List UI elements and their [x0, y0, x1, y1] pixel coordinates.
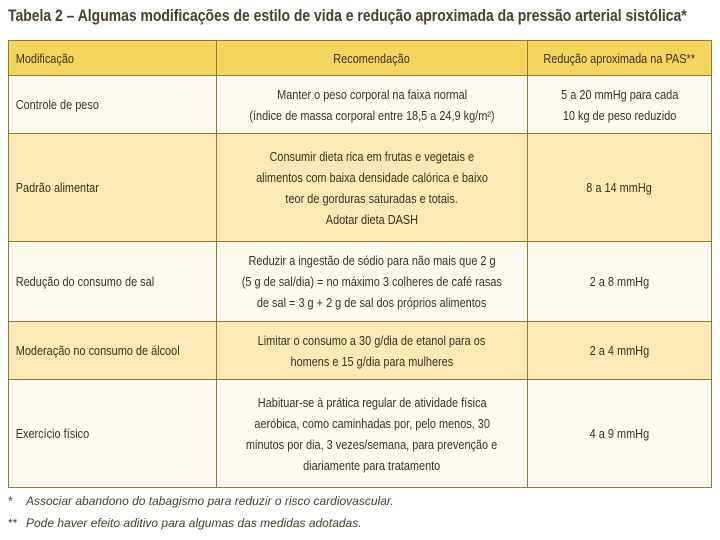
cell-text: diariamente para tratamento — [303, 457, 441, 473]
header-text: Redução aproximada na PAS** — [543, 50, 696, 66]
table-row: Padrão alimentar Consumir dieta rica em f… — [8, 133, 713, 242]
table-cell: 2 a 8 mmHg — [526, 241, 713, 322]
cell-line: Exercício físico — [9, 423, 216, 444]
footnote-text: Associar abandono do tabagismo para redu… — [26, 494, 394, 508]
cell-text: 4 a 9 mmHg — [589, 426, 650, 441]
table-cell: Exercício físico — [8, 379, 217, 488]
cell-line: 4 a 9 mmHg — [528, 423, 711, 444]
cell-line: Redução aproximada na PAS** — [528, 48, 711, 69]
footnote: ** Pode haver efeito aditivo para algumas… — [8, 512, 394, 534]
cell-line: alimentos com baixa densidade calórica e… — [217, 167, 527, 188]
cell-text: Reduzir a ingestão de sódio para não mai… — [248, 253, 496, 268]
cell-text: Exercício físico — [15, 426, 90, 441]
table-cell: Reduzir a ingestão de sódio para não mai… — [216, 241, 528, 322]
cell-line: Recomendação — [217, 48, 527, 69]
table-cell: Manter o peso corporal na faixa normal (í… — [216, 75, 528, 134]
header-text: Modificação — [15, 50, 74, 66]
cell-text: Limitar o consumo a 30 g/dia de etanol p… — [257, 332, 486, 348]
header-text: Recomendação — [333, 50, 411, 66]
cell-text: (5 g de sal/dia) = no máximo 3 colheres … — [241, 274, 502, 289]
cell-line: 5 a 20 mmHg para cada — [528, 84, 711, 105]
cell-line: 8 a 14 mmHg — [528, 177, 711, 198]
table-title: Tabela 2 – Algumas modificações de estil… — [8, 6, 687, 25]
cell-text: Padrão alimentar — [15, 180, 99, 195]
cell-text: (índice de massa corporal entre 18,5 a 2… — [249, 107, 495, 123]
cell-text: Habituar-se à prática regular de ativida… — [257, 394, 487, 410]
cell-text: 2 a 4 mmHg — [589, 343, 650, 358]
cell-text: Consumir dieta rica em frutas e vegetais… — [269, 148, 475, 164]
cell-line: Adotar dieta DASH — [217, 209, 527, 230]
cell-line: (índice de massa corporal entre 18,5 a 2… — [217, 105, 527, 126]
cell-text: teor de gorduras saturadas e totais. — [285, 190, 459, 206]
cell-line: Limitar o consumo a 30 g/dia de etanol p… — [217, 330, 527, 351]
header-cell: Redução aproximada na PAS** — [526, 40, 713, 76]
cell-text: 8 a 14 mmHg — [586, 180, 653, 195]
cell-line: Redução do consumo de sal — [9, 271, 216, 292]
cell-line: 2 a 8 mmHg — [528, 271, 711, 292]
cell-line: minutos por dia, 3 vezes/semana, para pr… — [217, 434, 527, 455]
table-cell: Habituar-se à prática regular de ativida… — [216, 379, 528, 488]
cell-line: Reduzir a ingestão de sódio para não mai… — [217, 250, 527, 271]
table-row: Controle de peso Manter o peso corporal n… — [8, 75, 713, 134]
cell-text: minutos por dia, 3 vezes/semana, para pr… — [246, 436, 498, 452]
cell-text: 2 a 8 mmHg — [589, 274, 650, 289]
table-cell: Consumir dieta rica em frutas e vegetais… — [216, 133, 528, 242]
table-cell: 8 a 14 mmHg — [526, 133, 713, 242]
cell-line: Habituar-se à prática regular de ativida… — [217, 392, 527, 413]
footnote-text: Pode haver efeito aditivo para algumas d… — [26, 516, 362, 530]
cell-text: aeróbica, como caminhadas por, pelo meno… — [254, 415, 490, 431]
header-cell: Modificação — [8, 40, 217, 76]
footnote-mark: * — [8, 494, 13, 508]
table-row: Exercício físico Habituar-se à prática re… — [8, 379, 713, 488]
cell-line: Controle de peso — [9, 94, 216, 115]
header-row: Modificação Recomendação Redução aproximad… — [8, 40, 713, 76]
cell-line: Manter o peso corporal na faixa normal — [217, 84, 527, 105]
cell-text: Redução do consumo de sal — [15, 274, 155, 289]
cell-text: homens e 15 g/dia para mulheres — [290, 353, 454, 369]
table-cell: Redução do consumo de sal — [8, 241, 217, 322]
cell-text: alimentos com baixa densidade calórica e… — [255, 169, 488, 185]
footnote: * Associar abandono do tabagismo para red… — [8, 490, 394, 512]
cell-line: teor de gorduras saturadas e totais. — [217, 188, 527, 209]
table-cell: Limitar o consumo a 30 g/dia de etanol p… — [216, 321, 528, 380]
cell-line: aeróbica, como caminhadas por, pelo meno… — [217, 413, 527, 434]
table-row: Redução do consumo de sal Reduzir a inges… — [8, 241, 713, 322]
footnote-mark: ** — [8, 516, 18, 530]
cell-line: 2 a 4 mmHg — [528, 340, 711, 361]
cell-line: Consumir dieta rica em frutas e vegetais… — [217, 146, 527, 167]
table-cell: Controle de peso — [8, 75, 217, 134]
cell-line: homens e 15 g/dia para mulheres — [217, 351, 527, 372]
table-cell: 5 a 20 mmHg para cada 10 kg de peso reduz… — [526, 75, 713, 134]
cell-text: 10 kg de peso reduzido — [562, 107, 677, 123]
table: Modificação Recomendação Redução aproximad… — [8, 40, 713, 488]
cell-text: Adotar dieta DASH — [325, 211, 418, 227]
table-row: Moderação no consumo de álcool Limitar o … — [8, 321, 713, 380]
cell-line: Padrão alimentar — [9, 177, 216, 198]
cell-line: (5 g de sal/dia) = no máximo 3 colheres … — [217, 271, 527, 292]
footnotes: * Associar abandono do tabagismo para red… — [8, 490, 394, 534]
cell-text: 5 a 20 mmHg para cada — [560, 86, 678, 102]
table-cell: Padrão alimentar — [8, 133, 217, 242]
cell-text: Moderação no consumo de álcool — [15, 343, 180, 358]
table-cell: 2 a 4 mmHg — [526, 321, 713, 380]
cell-line: 10 kg de peso reduzido — [528, 105, 711, 126]
table-cell: 4 a 9 mmHg — [526, 379, 713, 488]
cell-text: de sal = 3 g + 2 g de sal dos próprios a… — [257, 295, 487, 310]
cell-line: diariamente para tratamento — [217, 455, 527, 476]
cell-text: Controle de peso — [15, 97, 99, 112]
cell-line: Moderação no consumo de álcool — [9, 340, 216, 361]
cell-line: de sal = 3 g + 2 g de sal dos próprios a… — [217, 292, 527, 313]
header-cell: Recomendação — [216, 40, 528, 76]
cell-text: Manter o peso corporal na faixa normal — [276, 86, 467, 102]
cell-line: Modificação — [9, 48, 216, 69]
table-cell: Moderação no consumo de álcool — [8, 321, 217, 380]
